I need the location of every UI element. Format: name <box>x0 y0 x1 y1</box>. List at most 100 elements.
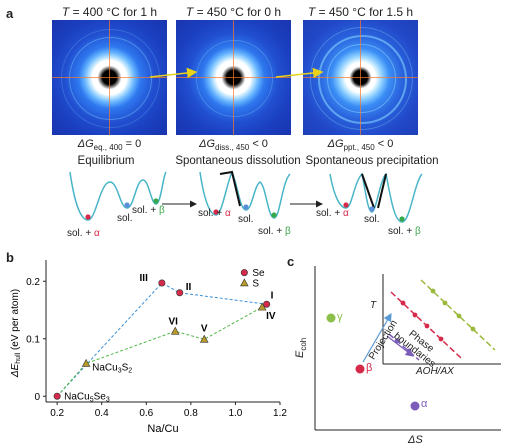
precipitation-energy-curve <box>329 172 423 223</box>
delta-g-relation: < 0 <box>374 138 394 150</box>
beta-text: β <box>158 205 165 216</box>
hull-energy-chart: 0.2 0.4 0.6 0.8 1.0 1.2 0 0.1 0.2 Na/Cu ΔEhull (eV… <box>10 260 287 435</box>
precipitation-barrier <box>361 173 387 209</box>
ecoh-subscript: coh <box>299 337 309 351</box>
roman-point-label: IV <box>266 311 276 322</box>
sol-dot <box>243 204 249 210</box>
x-axis-label: Na/Cu <box>147 423 178 435</box>
gamma-phase-point <box>326 313 336 323</box>
stage-title-equilibrium: Equilibrium <box>77 155 135 167</box>
alpha-dot <box>213 209 219 215</box>
projection-arrow <box>362 312 392 363</box>
condition-text: = 400 °C for 1 h <box>69 5 158 19</box>
delta-g-label-1: ΔGeq., 400 = 0 <box>52 138 167 152</box>
dissolution-energy-curve <box>199 170 291 219</box>
roman-point-label: VI <box>169 316 179 327</box>
s-point <box>257 302 267 311</box>
delta-g-label-2: ΔGdiss., 450 < 0 <box>176 138 291 152</box>
sol-text: sol. + <box>316 208 343 219</box>
roman-point-label: I <box>271 290 274 301</box>
delta-g-symbol: ΔG <box>77 138 94 150</box>
well-label-sol: sol. <box>238 214 254 225</box>
x-tick-label: 0.4 <box>95 408 109 419</box>
delta-g-subscript: diss., 450 <box>215 143 250 153</box>
beta-dot <box>271 212 277 218</box>
stage-title-dissolution: Spontaneous dissolution <box>175 155 301 167</box>
beta-dot <box>399 216 405 222</box>
temperature-symbol: T <box>61 5 70 19</box>
temperature-symbol: T <box>307 5 316 19</box>
phase-schematic <box>314 266 501 431</box>
se-point <box>263 300 271 308</box>
panel-b-label: b <box>6 250 14 265</box>
boundary-marker <box>400 300 406 306</box>
gamma-phase-label: γ <box>337 311 343 323</box>
delta-g-relation: < 0 <box>249 138 268 150</box>
x-tick-label: 0.2 <box>50 408 64 419</box>
alpha-text: α <box>93 228 100 239</box>
beta-dot <box>153 198 159 204</box>
x-tick-label: 0.6 <box>139 408 153 419</box>
sol-text: sol. + <box>67 228 94 239</box>
delta-g-subscript: eq., 400 <box>93 143 123 153</box>
well-label-sol: sol. <box>364 214 380 225</box>
beta-phase-label: β <box>366 362 373 374</box>
s-point <box>199 334 209 343</box>
arrow-right-icon <box>275 67 324 79</box>
phase-boundary-purple <box>388 333 420 361</box>
alpha-dot <box>85 214 91 220</box>
alpha-text: α <box>342 208 349 219</box>
sol-text: sol. + <box>388 226 415 237</box>
roman-point-label: III <box>140 273 149 284</box>
condition-title-3: T = 450 °C for 1.5 h <box>303 5 418 19</box>
delta-g-symbol: ΔG <box>327 138 344 150</box>
alpha-text: α <box>224 208 231 219</box>
delta-g-relation: = 0 <box>122 138 142 150</box>
diffraction-pattern-400c <box>52 20 167 135</box>
dissolution-barrier <box>219 170 241 207</box>
beta-text: β <box>284 226 291 237</box>
legend-s-marker <box>240 278 249 287</box>
alpha-phase-point <box>410 401 420 411</box>
panel-c-label: c <box>287 254 295 269</box>
delta-g-symbol: ΔG <box>199 138 216 150</box>
panel-a-label: a <box>6 6 14 21</box>
se-point <box>53 392 61 400</box>
boundary-marker <box>442 300 448 306</box>
well-label-sol-beta: sol. + β <box>132 205 165 216</box>
condition-title-1: T = 400 °C for 1 h <box>52 5 167 19</box>
condition-title-2: T = 450 °C for 0 h <box>176 5 291 19</box>
sol-dot <box>124 202 130 208</box>
delta-g-subscript: ppt., 450 <box>343 143 375 153</box>
s-hull-line <box>56 306 263 397</box>
yellow-arrows <box>149 67 324 79</box>
well-label-sol-beta: sol. + β <box>388 226 421 237</box>
x-tick-label: 0.8 <box>184 408 198 419</box>
se-hull-line <box>56 282 267 397</box>
legend-se-label: Se <box>252 268 265 279</box>
roman-point-label: II <box>186 282 192 293</box>
se-point <box>158 279 166 287</box>
boundary-marker <box>430 288 436 294</box>
beta-phase-point <box>355 364 365 374</box>
projection-arrow-purple <box>386 335 414 357</box>
sol-text: sol. + <box>258 226 285 237</box>
y-axis-label: ΔEhull (eV per atom) <box>10 289 22 378</box>
boundary-marker <box>424 323 430 329</box>
y-tick-label: 0.1 <box>26 334 40 345</box>
energy-landscapes <box>69 170 423 223</box>
well-label-sol-beta: sol. + β <box>258 226 291 237</box>
condition-text: = 450 °C for 1.5 h <box>315 5 414 19</box>
boundary-marker <box>456 313 462 319</box>
well-label-sol: sol. <box>117 213 133 224</box>
sol-text: sol. + <box>132 205 159 216</box>
well-label-sol-alpha: sol. + α <box>316 208 349 219</box>
formula-label-nacu5se3: NaCu5Se3 <box>64 391 110 403</box>
y-tick-label: 0.2 <box>26 277 40 288</box>
ecoh-symbol: E <box>294 350 306 358</box>
sol-dot <box>369 206 375 212</box>
boundary-marker <box>438 336 444 342</box>
delta-g-label-3: ΔGppt., 450 < 0 <box>303 138 418 152</box>
x-tick-label: 1.0 <box>228 408 242 419</box>
inset-y-axis-label: T <box>370 300 377 311</box>
